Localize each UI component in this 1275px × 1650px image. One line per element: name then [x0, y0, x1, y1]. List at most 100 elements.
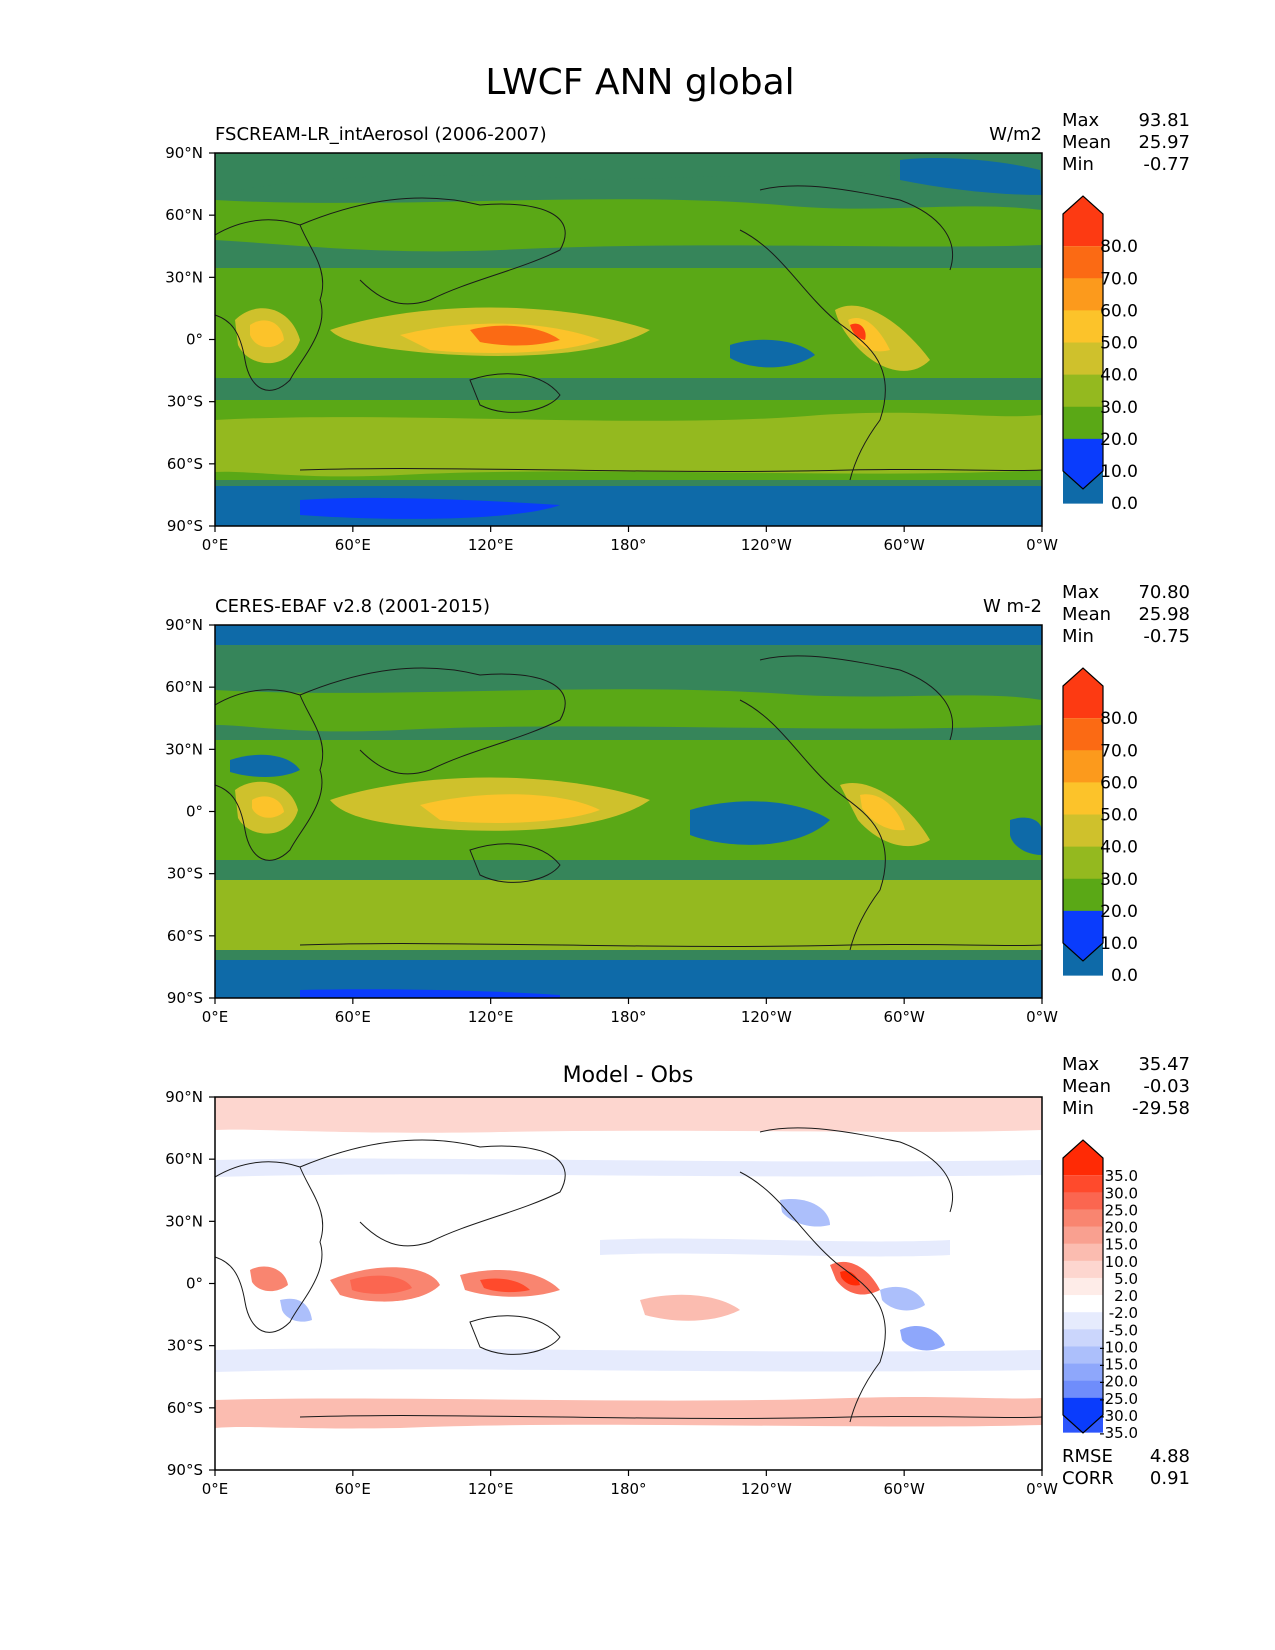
- stat-label: Max: [1062, 1054, 1100, 1075]
- x-tick-label: 60°E: [335, 1480, 371, 1498]
- colorbar-label: 20.0: [1100, 430, 1138, 450]
- stat-label: Min: [1062, 626, 1094, 647]
- stats-block: Max 70.80 Mean 25.98 Min -0.75: [1062, 582, 1190, 647]
- x-tick-label: 120°W: [741, 536, 792, 554]
- stat-value: -0.77: [1143, 154, 1190, 175]
- colorbar-outline: [1062, 1139, 1104, 1434]
- panel-diff: Model - Obs: [165, 1054, 1190, 1498]
- colorbar-label: 80.0: [1100, 709, 1138, 729]
- colorbar-segment: [1063, 278, 1103, 311]
- colorbar-segment: [1063, 1363, 1103, 1382]
- error-stat-value: 0.91: [1150, 1468, 1190, 1489]
- colorbar-label: 15.0: [1105, 1236, 1138, 1254]
- colorbar-segment: [1063, 246, 1103, 279]
- stat-label: Mean: [1062, 132, 1111, 153]
- colorbar-segment: [1063, 814, 1103, 848]
- x-tick-label: 120°W: [741, 1008, 792, 1026]
- panel-obs: CERES-EBAF v2.8 (2001-2015) W m-2: [165, 582, 1190, 1026]
- error-stat-label: CORR: [1062, 1468, 1114, 1489]
- stat-value: -29.58: [1132, 1098, 1190, 1119]
- colorbar-label: 60.0: [1100, 301, 1138, 321]
- colorbar-label: -20.0: [1099, 1373, 1138, 1391]
- colorbar-label: -5.0: [1109, 1321, 1138, 1339]
- colorbar-segment: [1063, 1209, 1103, 1228]
- x-tick-label: 0°E: [202, 1480, 229, 1498]
- y-tick-label: 0°: [186, 331, 203, 349]
- stat-label: Max: [1062, 110, 1100, 131]
- y-tick-label: 60°S: [167, 927, 203, 945]
- y-tick-label: 90°S: [167, 1461, 203, 1479]
- x-tick-label: 0°W: [1026, 1480, 1058, 1498]
- y-tick-label: 30°N: [165, 268, 203, 286]
- colorbar-segment: [1063, 718, 1103, 751]
- colorbar-label: -35.0: [1099, 1424, 1138, 1442]
- x-tick-label: 0°W: [1026, 536, 1058, 554]
- colorbar-outline: [1062, 667, 1104, 962]
- y-tick-label: 60°N: [165, 206, 203, 224]
- colorbar-label: 5.0: [1114, 1270, 1138, 1288]
- error-stat-value: 4.88: [1150, 1446, 1190, 1467]
- panel-title-left: CERES-EBAF v2.8 (2001-2015): [215, 596, 490, 617]
- stat-value: 93.81: [1138, 110, 1190, 131]
- colorbar-segment: [1063, 1243, 1103, 1262]
- colorbar-label: -10.0: [1099, 1338, 1138, 1356]
- colorbar-label: 30.0: [1105, 1184, 1138, 1202]
- axis-ticks: 0°E 60°E 120°E 180° 120°W 60°W 0°W 90°N 60°N 30°N…: [165, 144, 1058, 554]
- colorbar-label: -30.0: [1099, 1407, 1138, 1425]
- panel-title-left: FSCREAM-LR_intAerosol (2006-2007): [215, 124, 547, 145]
- x-tick-label: 120°E: [468, 1008, 514, 1026]
- panel-title-center: Model - Obs: [563, 1063, 694, 1088]
- colorbar-label: -2.0: [1109, 1304, 1138, 1322]
- y-tick-label: 60°S: [167, 455, 203, 473]
- colorbar-label: -15.0: [1099, 1356, 1138, 1374]
- colorbar-label: 20.0: [1105, 1219, 1138, 1237]
- map-field: [215, 625, 1042, 998]
- colorbar-segment: [1063, 1380, 1103, 1399]
- colorbar-segment: [1063, 1140, 1103, 1176]
- y-tick-label: 90°S: [167, 989, 203, 1007]
- colorbar-label: 20.0: [1100, 902, 1138, 922]
- map-field: [215, 153, 1042, 526]
- x-tick-label: 180°: [610, 1480, 646, 1498]
- x-tick-label: 0°W: [1026, 1008, 1058, 1026]
- colorbar-label: 35.0: [1105, 1167, 1138, 1185]
- colorbar: 35.030.025.020.015.010.05.02.0-2.0-5.0-1…: [1062, 1139, 1138, 1442]
- stat-value: -0.03: [1143, 1076, 1190, 1097]
- colorbar-segment: [1063, 1226, 1103, 1245]
- y-tick-label: 30°S: [167, 1337, 203, 1355]
- colorbar-label: 10.0: [1100, 934, 1138, 954]
- x-tick-label: 120°W: [741, 1480, 792, 1498]
- stat-label: Max: [1062, 582, 1100, 603]
- colorbar-segment: [1063, 782, 1103, 815]
- colorbar-label: 30.0: [1100, 870, 1138, 890]
- stat-value: 25.97: [1138, 132, 1190, 153]
- colorbar-segment: [1063, 1260, 1103, 1279]
- stat-value: 70.80: [1138, 582, 1190, 603]
- error-stats-block: RMSE 4.88 CORR 0.91: [1062, 1446, 1190, 1489]
- x-tick-label: 120°E: [468, 1480, 514, 1498]
- y-tick-label: 0°: [186, 1275, 203, 1293]
- y-tick-label: 30°N: [165, 740, 203, 758]
- y-tick-label: 90°N: [165, 144, 203, 162]
- x-tick-label: 60°W: [883, 536, 925, 554]
- colorbar-segment: [1063, 374, 1103, 408]
- stat-label: Min: [1062, 1098, 1094, 1119]
- y-tick-label: 30°S: [167, 393, 203, 411]
- colorbar-label: 50.0: [1100, 806, 1138, 826]
- colorbar-label: 40.0: [1100, 838, 1138, 858]
- x-tick-label: 0°E: [202, 1008, 229, 1026]
- colorbar-label: 10.0: [1105, 1253, 1138, 1271]
- stat-label: Mean: [1062, 1076, 1111, 1097]
- colorbar-label: 25.0: [1105, 1201, 1138, 1219]
- colorbar-segment: [1063, 878, 1103, 912]
- x-tick-label: 120°E: [468, 536, 514, 554]
- y-tick-label: 30°S: [167, 865, 203, 883]
- panel-model: FSCREAM-LR_intAerosol (2006-2007) W/m2: [165, 110, 1190, 554]
- colorbar-segment: [1063, 438, 1103, 489]
- stats-block: Max 35.47 Mean -0.03 Min -29.58: [1062, 1054, 1190, 1119]
- panel-units: W/m2: [989, 124, 1042, 145]
- colorbar-label: 50.0: [1100, 334, 1138, 354]
- colorbar-label: 70.0: [1100, 741, 1138, 761]
- colorbar-segment: [1063, 1295, 1103, 1313]
